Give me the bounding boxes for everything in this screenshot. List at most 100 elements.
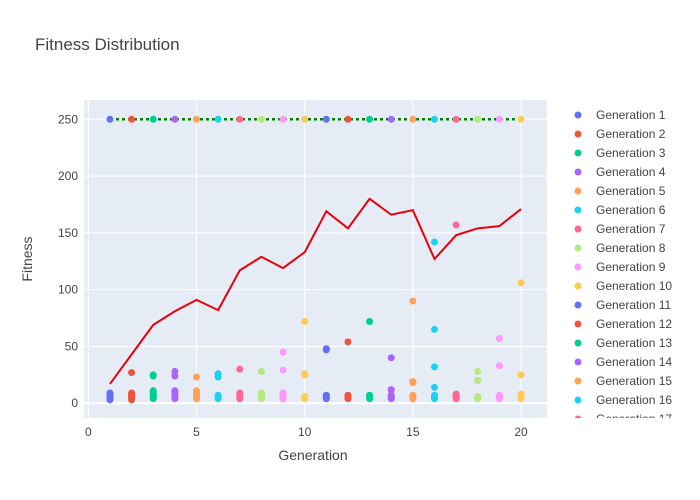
scatter-point — [128, 115, 136, 123]
scatter-points — [106, 115, 525, 404]
scatter-point — [495, 362, 503, 370]
scatter-point — [214, 115, 222, 123]
scatter-point — [171, 395, 179, 403]
legend-item[interactable]: Generation 19 — [575, 450, 673, 464]
legend-marker — [574, 187, 582, 195]
legend-item[interactable]: Generation 11 — [574, 298, 672, 312]
scatter-point — [171, 115, 179, 123]
legend-label: Generation 1 — [596, 108, 666, 122]
x-axis-title: Generation — [278, 447, 347, 463]
legend-label: Generation 13 — [596, 336, 672, 350]
legend-label: Generation 17 — [596, 412, 672, 426]
scatter-point — [322, 395, 330, 403]
scatter-point — [474, 115, 482, 123]
scatter-point — [171, 372, 179, 380]
legend-label: Generation 10 — [596, 279, 672, 293]
scatter-point — [257, 395, 265, 403]
legend-marker — [574, 301, 582, 309]
scatter-point — [279, 395, 287, 403]
y-tick-label: 250 — [58, 112, 78, 126]
scatter-point — [474, 377, 482, 385]
scatter-point — [279, 348, 287, 356]
scatter-point — [409, 379, 417, 387]
legend-item[interactable]: Generation 15 — [574, 374, 673, 388]
legend-label: Generation 15 — [596, 374, 672, 388]
legend-label: Generation 16 — [596, 393, 672, 407]
legend-label: Generation 9 — [596, 260, 666, 274]
scatter-point — [452, 221, 460, 229]
scatter-point — [214, 395, 222, 403]
legend-marker — [574, 111, 582, 119]
scatter-point — [409, 115, 417, 123]
legend-marker — [574, 168, 582, 176]
y-tick-label: 200 — [58, 169, 78, 183]
scatter-point — [344, 338, 352, 346]
chart-title: Fitness Distribution — [35, 35, 180, 54]
y-tick-label: 0 — [71, 396, 78, 410]
legend-item[interactable]: Generation 3 — [574, 146, 666, 160]
scatter-point — [430, 238, 438, 246]
legend-label: Generation 5 — [596, 184, 666, 198]
scatter-point — [517, 395, 525, 403]
y-tick-label: 50 — [65, 339, 79, 353]
legend-marker — [574, 358, 582, 366]
scatter-point — [193, 115, 201, 123]
legend-marker — [574, 130, 582, 138]
legend-item[interactable]: Generation 7 — [574, 222, 666, 236]
legend-marker — [574, 206, 582, 214]
legend-label: Generation 20 — [596, 469, 672, 483]
legend-item[interactable]: Generation 4 — [574, 165, 666, 179]
scatter-point — [257, 115, 265, 123]
scatter-point — [517, 371, 525, 379]
legend-marker — [574, 396, 582, 404]
scatter-point — [430, 325, 438, 333]
legend-label: Generation 2 — [596, 127, 666, 141]
legend-item[interactable]: Generation 10 — [574, 279, 673, 293]
legend-item[interactable]: Generation 9 — [574, 260, 666, 274]
legend-item[interactable]: Generation 14 — [574, 355, 673, 369]
legend-item[interactable]: Generation 1 — [574, 108, 666, 122]
scatter-point — [149, 115, 157, 123]
scatter-point — [301, 317, 309, 325]
legend-item[interactable]: Generation 6 — [574, 203, 666, 217]
scatter-point — [106, 115, 114, 123]
legend-item[interactable]: Generation 20 — [575, 469, 673, 483]
scatter-point — [236, 115, 244, 123]
legend-label: Generation 3 — [596, 146, 666, 160]
legend-item[interactable]: Generation 2 — [574, 127, 666, 141]
legend-marker — [575, 454, 582, 461]
legend-label: Generation 4 — [596, 165, 666, 179]
scatter-point — [452, 115, 460, 123]
scatter-point — [193, 395, 201, 403]
legend[interactable]: Generation 1 Generation 2 Generation 3 Gene… — [574, 108, 673, 483]
legend-item[interactable]: Generation 8 — [574, 241, 666, 255]
legend-item[interactable]: Generation 13 — [574, 336, 673, 350]
legend-label: Generation 11 — [596, 298, 671, 312]
scatter-point — [452, 395, 460, 403]
legend-label: Generation 19 — [596, 450, 672, 464]
x-tick-label: 0 — [85, 425, 92, 439]
legend-marker — [574, 415, 582, 418]
scatter-point — [387, 386, 395, 394]
scatter-point — [474, 395, 482, 403]
y-tick-label: 150 — [58, 226, 78, 240]
legend-item[interactable]: Generation 5 — [574, 184, 666, 198]
scatter-point — [149, 372, 157, 380]
legend-item[interactable]: Generation 12 — [574, 317, 673, 331]
scatter-point — [517, 279, 525, 287]
scatter-point — [387, 354, 395, 362]
legend-marker — [574, 320, 582, 328]
legend-item[interactable]: Generation 16 — [574, 393, 673, 407]
legend-marker — [575, 473, 582, 480]
scatter-point — [495, 335, 503, 342]
scatter-point — [366, 395, 374, 403]
scatter-point — [106, 396, 114, 404]
scatter-point — [344, 395, 352, 403]
legend-item[interactable]: Generation 18 — [575, 431, 673, 445]
scatter-point — [279, 366, 287, 374]
x-tick-label: 15 — [406, 425, 420, 439]
scatter-point — [387, 115, 395, 123]
scatter-point — [149, 395, 157, 403]
scatter-point — [517, 115, 525, 123]
legend-item[interactable]: Generation 17 — [574, 412, 673, 426]
